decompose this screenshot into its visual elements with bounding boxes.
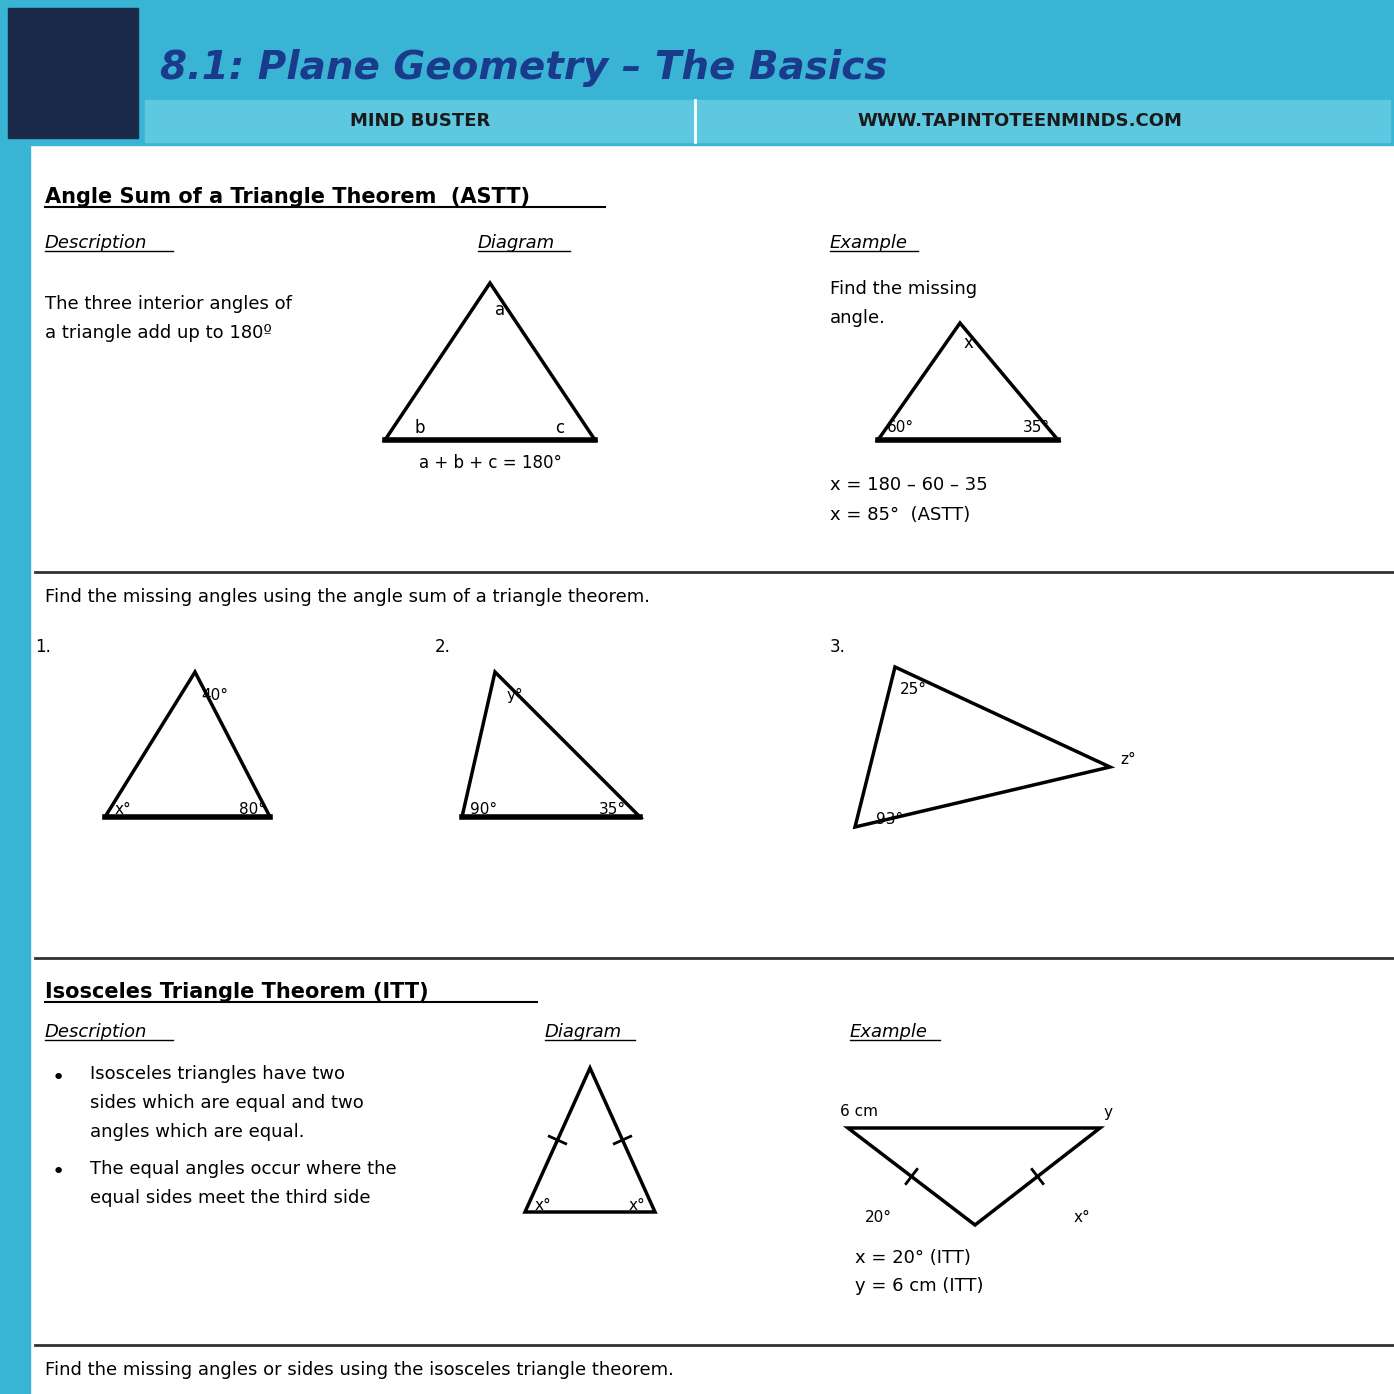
- Text: MIND BUSTER: MIND BUSTER: [350, 112, 491, 130]
- Text: y: y: [1103, 1104, 1112, 1119]
- Text: x = 20° (ITT): x = 20° (ITT): [855, 1249, 970, 1267]
- Text: 35°: 35°: [598, 802, 626, 817]
- Text: Find the missing
angle.: Find the missing angle.: [829, 280, 977, 328]
- Bar: [0, 145, 31, 1394]
- Text: 90°: 90°: [470, 802, 498, 817]
- Text: b: b: [415, 420, 425, 436]
- Text: 20°: 20°: [864, 1210, 892, 1225]
- Text: Example: Example: [829, 234, 907, 252]
- Text: z°: z°: [1121, 753, 1136, 768]
- Text: Description: Description: [45, 234, 148, 252]
- Text: The three interior angles of
a triangle add up to 180º: The three interior angles of a triangle …: [45, 296, 291, 342]
- Text: x°: x°: [629, 1197, 645, 1213]
- Text: 3.: 3.: [829, 638, 846, 657]
- Text: 80°: 80°: [238, 802, 265, 817]
- Text: 1.: 1.: [35, 638, 50, 657]
- Text: Isosceles Triangle Theorem (ITT): Isosceles Triangle Theorem (ITT): [45, 981, 428, 1002]
- Bar: [0, 0, 1394, 145]
- Text: y = 6 cm (ITT): y = 6 cm (ITT): [855, 1277, 984, 1295]
- Text: 2.: 2.: [435, 638, 450, 657]
- Text: •: •: [52, 1163, 66, 1182]
- Text: x°: x°: [535, 1197, 552, 1213]
- Text: 40°: 40°: [202, 687, 229, 703]
- Text: Find the missing angles using the angle sum of a triangle theorem.: Find the missing angles using the angle …: [45, 588, 650, 606]
- Text: Diagram: Diagram: [478, 234, 555, 252]
- Text: 35°: 35°: [1022, 421, 1050, 435]
- Text: 60°: 60°: [887, 421, 913, 435]
- Text: x: x: [963, 335, 973, 353]
- Text: 25°: 25°: [899, 682, 927, 697]
- Bar: [8, 8, 138, 138]
- Text: Diagram: Diagram: [545, 1023, 622, 1041]
- Text: Isosceles triangles have two
sides which are equal and two
angles which are equa: Isosceles triangles have two sides which…: [91, 1065, 364, 1142]
- Text: c: c: [555, 420, 565, 436]
- Text: x = 180 – 60 – 35: x = 180 – 60 – 35: [829, 475, 988, 493]
- Text: x = 85°  (ASTT): x = 85° (ASTT): [829, 506, 970, 524]
- Text: 93°: 93°: [877, 811, 903, 827]
- Text: •: •: [52, 1068, 66, 1087]
- Text: a + b + c = 180°: a + b + c = 180°: [418, 454, 562, 473]
- Text: x°: x°: [114, 802, 131, 817]
- Text: WWW.TAPINTOTEENMINDS.COM: WWW.TAPINTOTEENMINDS.COM: [857, 112, 1182, 130]
- Text: Angle Sum of a Triangle Theorem  (ASTT): Angle Sum of a Triangle Theorem (ASTT): [45, 187, 530, 206]
- Text: Description: Description: [45, 1023, 148, 1041]
- Text: y°: y°: [506, 687, 523, 703]
- Text: a: a: [495, 301, 505, 319]
- Text: x°: x°: [1073, 1210, 1090, 1225]
- Bar: [145, 100, 1390, 142]
- Text: The equal angles occur where the
equal sides meet the third side: The equal angles occur where the equal s…: [91, 1160, 397, 1207]
- Text: Find the missing angles or sides using the isosceles triangle theorem.: Find the missing angles or sides using t…: [45, 1361, 673, 1379]
- Text: 8.1: Plane Geometry – The Basics: 8.1: Plane Geometry – The Basics: [160, 49, 888, 86]
- Text: 6 cm: 6 cm: [841, 1104, 878, 1119]
- Text: Example: Example: [850, 1023, 928, 1041]
